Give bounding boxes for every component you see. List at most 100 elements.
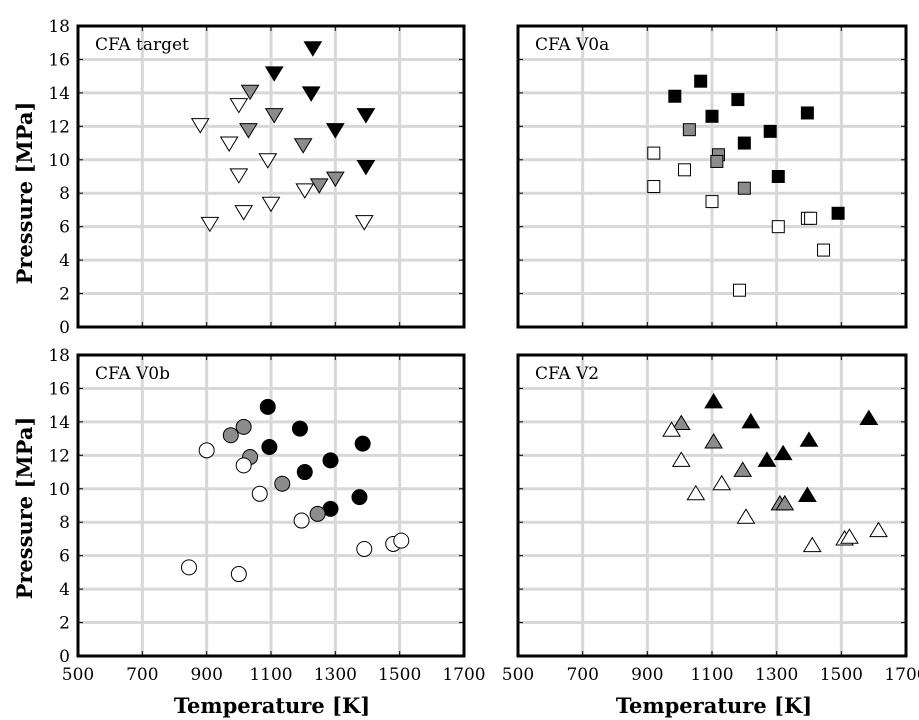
- data-point: [259, 398, 276, 415]
- data-point: [261, 196, 281, 213]
- data-point: [671, 414, 691, 431]
- data-point: [291, 420, 308, 437]
- y-tick-label: 12: [48, 446, 70, 466]
- panel-cfa-v0b: 0 2 4 6 8 10 12 14 16 18 500 700 900 1100 1300 1500 1700…: [48, 346, 485, 685]
- data-point: [303, 41, 323, 57]
- y-tick-label: 12: [48, 117, 70, 137]
- data-point: [840, 528, 859, 544]
- data-point: [771, 220, 785, 234]
- data-point: [647, 180, 661, 194]
- y-tick-label: 16: [48, 50, 70, 70]
- data-point: [817, 243, 831, 257]
- data-point: [704, 432, 724, 449]
- data-point: [240, 84, 260, 101]
- data-point: [799, 431, 819, 447]
- x-tick-label: 1700: [442, 665, 485, 685]
- data-point: [295, 183, 315, 199]
- x-tick-label: 700: [126, 665, 158, 685]
- y-tick-label: 0: [59, 318, 70, 338]
- panel-title: CFA V2: [535, 364, 599, 384]
- data-point: [219, 136, 239, 153]
- data-point: [682, 123, 696, 137]
- y-tick-label: 16: [48, 379, 70, 399]
- data-point: [763, 124, 777, 138]
- data-point: [712, 474, 732, 491]
- plot-frame: [76, 24, 466, 329]
- data-point: [356, 159, 376, 176]
- x-tick-label: 1300: [755, 665, 798, 685]
- y-tick-label: 10: [48, 480, 70, 500]
- panel-cfa-target: 0 2 4 6 8 10 12 14 16 18 CFA target: [48, 17, 466, 338]
- data-point: [296, 464, 313, 481]
- data-point: [293, 138, 313, 154]
- data-point: [229, 98, 249, 114]
- data-point: [732, 283, 746, 297]
- data-point: [694, 74, 708, 88]
- data-point: [309, 178, 329, 194]
- x-tick-label: 500: [502, 665, 534, 685]
- y-tick-label: 8: [59, 184, 70, 204]
- data-point: [325, 171, 345, 188]
- data-point: [705, 195, 719, 209]
- x-tick-label: 900: [190, 665, 222, 685]
- data-point: [190, 118, 210, 134]
- data-point: [686, 484, 706, 501]
- data-point: [678, 163, 692, 177]
- panel-title: CFA target: [95, 35, 189, 55]
- data-point: [797, 486, 817, 502]
- data-point: [356, 540, 373, 557]
- x-tick-label: 900: [631, 665, 663, 685]
- x-tick-label: 700: [566, 665, 598, 685]
- data-point: [733, 461, 753, 477]
- y-tick-label: 18: [48, 17, 70, 37]
- data-point: [234, 205, 254, 221]
- data-point: [802, 536, 822, 553]
- data-point: [251, 485, 268, 502]
- data-point: [737, 136, 751, 150]
- x-axis-title-left: Temperature [K]: [174, 693, 370, 718]
- data-point: [393, 532, 410, 549]
- data-point: [775, 494, 795, 511]
- y-tick-label: 14: [48, 84, 70, 104]
- data-point: [239, 123, 258, 139]
- data-point: [354, 215, 374, 231]
- data-point: [668, 89, 682, 103]
- data-point: [757, 451, 777, 467]
- data-point: [198, 442, 215, 459]
- data-point: [869, 521, 888, 538]
- plot-frame: [516, 24, 908, 329]
- data-point: [229, 168, 249, 184]
- y-tick-label: 6: [59, 218, 70, 238]
- panel-title: CFA V0a: [535, 35, 609, 55]
- y-tick-label: 2: [59, 614, 70, 634]
- data-point: [235, 457, 252, 474]
- y-tick-label: 14: [48, 413, 70, 433]
- panel-title: CFA V0b: [95, 364, 170, 384]
- data-point: [351, 489, 368, 506]
- y-tick-label: 8: [59, 513, 70, 533]
- data-point: [235, 418, 252, 435]
- x-tick-label: 1100: [249, 665, 292, 685]
- panel-cfa-v0a: CFA V0a: [516, 24, 908, 329]
- data-point: [200, 216, 220, 233]
- data-point: [704, 392, 724, 409]
- data-point: [356, 108, 376, 124]
- data-point: [737, 181, 751, 195]
- y-axis-title-top: Pressure [MPa]: [12, 102, 37, 285]
- y-axis-title-bottom: Pressure [MPa]: [12, 417, 37, 600]
- y-tick-label: 4: [59, 251, 70, 271]
- data-point: [222, 427, 239, 444]
- data-point: [180, 559, 197, 576]
- x-tick-label: 500: [62, 665, 94, 685]
- plot-frame: [76, 353, 466, 658]
- data-point: [771, 170, 785, 183]
- data-point: [354, 435, 371, 452]
- data-point: [647, 146, 661, 160]
- y-tick-label: 2: [59, 285, 70, 305]
- data-point: [309, 505, 326, 522]
- data-point: [264, 108, 284, 124]
- data-point: [804, 211, 818, 225]
- data-point: [671, 451, 691, 467]
- plot-frame: [516, 353, 908, 658]
